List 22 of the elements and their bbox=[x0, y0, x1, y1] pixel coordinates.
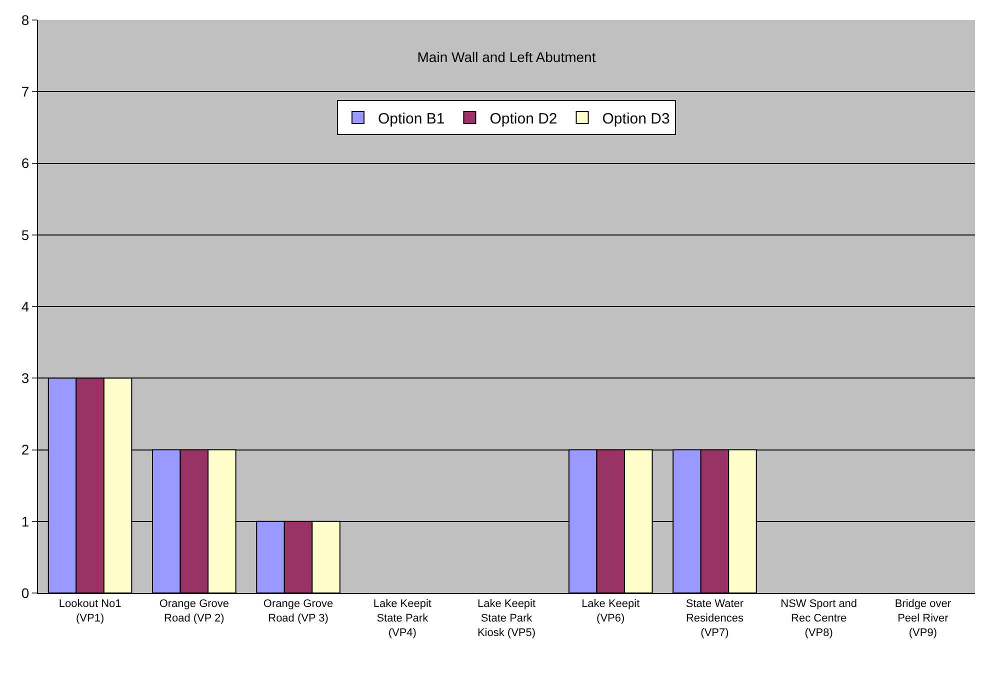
y-tick-label: 0 bbox=[21, 584, 30, 601]
y-tick-label: 5 bbox=[21, 226, 30, 243]
legend-label: Option D3 bbox=[602, 110, 670, 128]
x-tick-label: Lake Keepit State Park Kiosk (VP5) bbox=[477, 598, 536, 639]
x-tick-label: Bridge over Peel River (VP9) bbox=[894, 598, 952, 639]
text: Main Wall and Left Abutment bbox=[417, 49, 596, 66]
legend-label: Option D2 bbox=[490, 110, 558, 128]
y-tick-label: 1 bbox=[21, 513, 30, 530]
y-tick-label: 8 bbox=[21, 12, 30, 28]
y-tick-label: 3 bbox=[21, 370, 30, 386]
y-tick-label: 6 bbox=[21, 155, 30, 172]
legend-label: Option B1 bbox=[378, 110, 445, 128]
x-tick-label: NSW Sport and Rec Centre (VP8) bbox=[780, 598, 858, 639]
y-tick-label: 4 bbox=[21, 298, 30, 314]
y-tick-label: 7 bbox=[21, 84, 30, 100]
x-tick-label: Orange Grove Road (VP 3) bbox=[263, 598, 334, 624]
x-tick-label: Lake Keepit (VP6) bbox=[582, 598, 640, 624]
x-tick-label: State Water Residences (VP7) bbox=[686, 598, 744, 639]
x-tick-label: Lookout No1 (VP1) bbox=[58, 598, 122, 624]
y-tick-label: 2 bbox=[21, 442, 30, 458]
x-tick-label: Lake Keepit State Park (VP4) bbox=[373, 598, 432, 639]
x-tick-label: Orange Grove Road (VP 2) bbox=[159, 598, 230, 624]
